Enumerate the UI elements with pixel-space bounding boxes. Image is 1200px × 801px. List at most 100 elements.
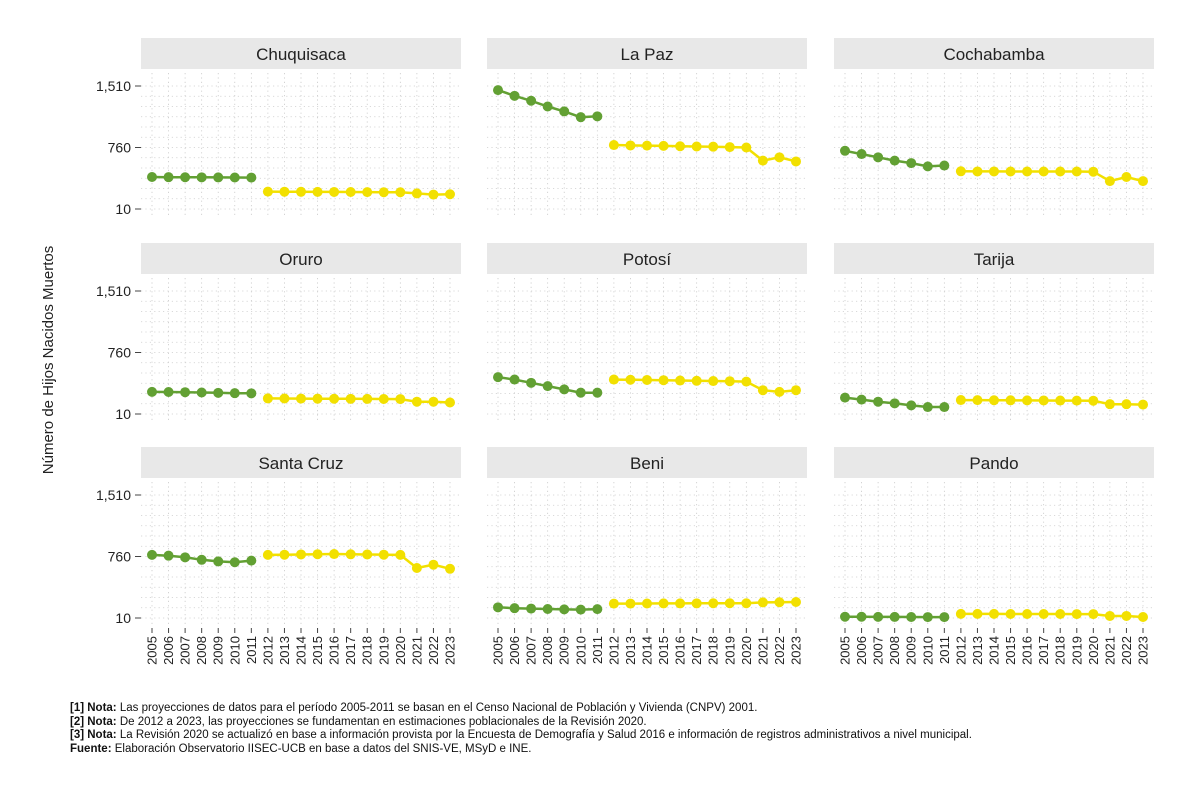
data-point bbox=[1055, 608, 1066, 619]
data-point bbox=[708, 141, 719, 152]
x-tick-label: 2014 bbox=[640, 636, 655, 665]
data-point bbox=[774, 386, 785, 397]
data-point bbox=[312, 549, 323, 560]
data-point bbox=[741, 598, 752, 609]
data-point bbox=[708, 376, 719, 387]
data-point bbox=[163, 387, 174, 398]
data-point bbox=[575, 112, 586, 123]
panel-header bbox=[487, 243, 807, 274]
data-point bbox=[542, 101, 553, 112]
data-point bbox=[939, 612, 950, 623]
panel-title: Oruro bbox=[279, 250, 322, 269]
x-tick-label: 2008 bbox=[540, 636, 555, 665]
y-tick-label: 1,510 bbox=[96, 487, 131, 503]
data-point bbox=[411, 188, 422, 199]
data-point bbox=[675, 598, 686, 609]
data-point bbox=[1104, 176, 1115, 187]
source-note: Fuente: Elaboración Observatorio IISEC-U… bbox=[70, 743, 972, 757]
data-point bbox=[378, 549, 389, 560]
panel-header bbox=[141, 447, 461, 478]
data-point bbox=[774, 597, 785, 608]
data-point bbox=[724, 376, 735, 387]
data-point bbox=[312, 186, 323, 197]
data-point bbox=[1138, 176, 1148, 187]
data-point bbox=[1088, 609, 1099, 620]
footnote-3-label: [3] Nota: bbox=[70, 729, 117, 741]
y-tick-label: 1,510 bbox=[96, 78, 131, 94]
data-point bbox=[493, 85, 503, 96]
data-point bbox=[1005, 166, 1016, 177]
x-tick-label: 2016 bbox=[1020, 636, 1035, 665]
data-point bbox=[840, 392, 850, 403]
data-point bbox=[559, 604, 570, 615]
x-tick-label: 2005 bbox=[145, 636, 160, 665]
footnote-2-text: De 2012 a 2023, las proyecciones se fund… bbox=[116, 715, 647, 728]
series-revision-2020-line bbox=[613, 600, 797, 605]
footnotes: [1] Nota: Las proyecciones de datos para… bbox=[70, 702, 972, 756]
data-point bbox=[1071, 609, 1082, 620]
panel-title: Santa Cruz bbox=[258, 454, 343, 473]
data-point bbox=[1088, 395, 1099, 406]
series-revision-2020-line bbox=[613, 378, 797, 394]
data-point bbox=[279, 549, 290, 560]
x-tick-label: 2009 bbox=[904, 636, 919, 665]
data-point bbox=[229, 388, 240, 399]
x-tick-label: 2019 bbox=[1069, 636, 1084, 665]
data-point bbox=[329, 186, 340, 197]
data-point bbox=[691, 141, 702, 152]
data-point bbox=[196, 387, 207, 398]
data-point bbox=[791, 156, 801, 167]
data-point bbox=[279, 186, 290, 197]
x-tick-label: 2013 bbox=[623, 636, 638, 665]
data-point bbox=[1121, 399, 1132, 410]
data-point bbox=[939, 160, 950, 171]
x-tick-label: 2017 bbox=[1036, 636, 1051, 665]
data-point bbox=[625, 374, 636, 385]
x-tick-label: 2017 bbox=[343, 636, 358, 665]
panel-title: Beni bbox=[630, 454, 664, 473]
panel-beni: Beni 2005 2006 2007 2008 2009 2010 2011 2012 2013… bbox=[487, 447, 807, 665]
data-point bbox=[526, 603, 537, 614]
footnote-1-label: [1] Nota: bbox=[70, 702, 117, 714]
x-tick-label: 2006 bbox=[854, 636, 869, 665]
panel-header bbox=[141, 243, 461, 274]
y-tick-label: 10 bbox=[115, 406, 131, 422]
panel-header bbox=[487, 38, 807, 69]
data-point bbox=[708, 598, 719, 609]
data-point bbox=[445, 189, 455, 200]
data-point bbox=[213, 556, 224, 567]
x-tick-label: 2005 bbox=[838, 636, 853, 665]
data-point bbox=[757, 597, 768, 608]
panel-santa-cruz: Santa Cruz 10 760 1,510 2005 2006 2007 2008 2009… bbox=[96, 447, 461, 665]
panel-header bbox=[834, 38, 1154, 69]
data-point bbox=[147, 386, 157, 397]
y-tick-label: 1,510 bbox=[96, 283, 131, 299]
data-point bbox=[757, 155, 768, 166]
x-tick-label: 2021 bbox=[409, 636, 424, 665]
data-point bbox=[542, 381, 553, 392]
data-point bbox=[741, 142, 752, 153]
panel-oruro: Oruro 10 760 1,510 bbox=[96, 243, 461, 422]
x-tick-label: 2023 bbox=[443, 636, 458, 665]
data-point bbox=[1022, 395, 1033, 406]
data-point bbox=[625, 140, 636, 151]
data-point bbox=[691, 598, 702, 609]
data-point bbox=[658, 140, 669, 151]
x-tick-label: 2020 bbox=[739, 636, 754, 665]
data-point bbox=[1104, 610, 1115, 621]
data-point bbox=[526, 95, 537, 106]
x-tick-label: 2013 bbox=[970, 636, 985, 665]
x-tick-label: 2022 bbox=[426, 636, 441, 665]
data-point bbox=[840, 611, 850, 622]
data-point bbox=[1055, 166, 1066, 177]
footnote-1: [1] Nota: Las proyecciones de datos para… bbox=[70, 702, 972, 716]
data-point bbox=[922, 612, 933, 623]
data-point bbox=[1038, 395, 1049, 406]
data-point bbox=[592, 111, 603, 122]
faceted-line-chart: Número de Hijos Nacidos Muertos Chuquisac… bbox=[40, 38, 1154, 665]
data-point bbox=[889, 155, 900, 166]
panel-header bbox=[834, 447, 1154, 478]
data-point bbox=[279, 393, 290, 404]
data-point bbox=[559, 106, 570, 117]
data-point bbox=[445, 563, 455, 574]
